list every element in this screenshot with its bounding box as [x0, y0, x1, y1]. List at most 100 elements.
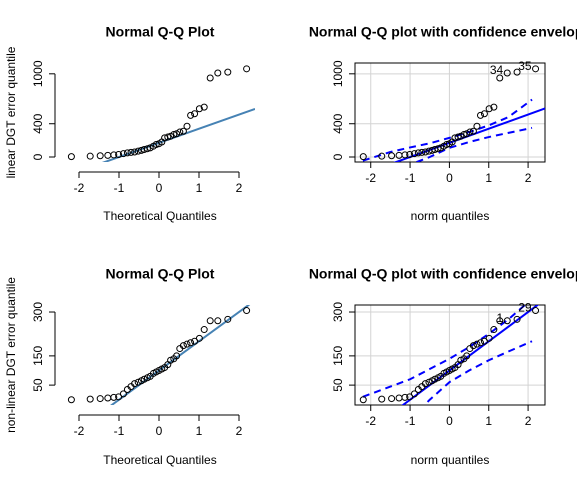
data-point — [473, 340, 481, 348]
data-point — [476, 339, 484, 347]
x-axis-label: norm quantiles — [411, 209, 490, 223]
panel-title: Normal Q-Q Plot — [106, 24, 215, 40]
envelope-upper — [362, 305, 527, 398]
x-tick-label: -1 — [405, 171, 416, 185]
data-point — [214, 69, 222, 77]
x-tick-label: -2 — [74, 424, 85, 438]
data-point — [476, 111, 484, 119]
data-point — [243, 65, 251, 73]
data-point — [359, 153, 367, 161]
plot-area — [101, 107, 255, 162]
y-tick-label: 50 — [31, 378, 45, 392]
reference-line — [110, 305, 251, 405]
plot-area — [362, 305, 540, 405]
x-tick-label: 2 — [236, 424, 243, 438]
x-tick-label: 1 — [485, 171, 492, 185]
x-tick-label: -2 — [74, 181, 85, 195]
x-axis-label: Theoretical Quantiles — [103, 453, 216, 467]
y-tick-label: 150 — [331, 346, 345, 366]
data-point — [490, 326, 498, 334]
x-tick-label: 0 — [156, 424, 163, 438]
point-label: 35 — [518, 59, 532, 73]
data-point — [67, 396, 75, 404]
data-point — [401, 151, 409, 159]
data-point — [513, 68, 521, 76]
data-point — [187, 339, 195, 347]
data-point — [496, 74, 504, 82]
data-point — [191, 110, 199, 118]
panel: Normal Q-Q Plot Theoretical Quantiles line… — [4, 24, 255, 223]
data-point — [463, 352, 471, 360]
y-tick-label: 1000 — [331, 60, 345, 87]
y-tick-label: 400 — [331, 113, 345, 133]
data-point — [485, 105, 493, 113]
panel-title: Normal Q-Q plot with confidence envelope — [309, 266, 577, 282]
envelope-lower — [413, 126, 533, 162]
point-label: 34 — [490, 63, 504, 77]
y-axis-label: non-linear DGT error quantile — [4, 277, 18, 433]
data-point — [469, 127, 477, 135]
data-point — [224, 315, 232, 323]
x-tick-label: 0 — [156, 181, 163, 195]
data-point — [183, 122, 191, 130]
data-point — [485, 334, 493, 342]
data-point — [421, 148, 429, 156]
data-point — [513, 315, 521, 323]
x-axis-label: Theoretical Quantiles — [103, 209, 216, 223]
data-point — [119, 390, 127, 398]
data-point — [123, 149, 131, 157]
data-point — [243, 307, 251, 315]
panel: Normal Q-Q plot with confidence envelope… — [309, 24, 577, 223]
reference-line — [393, 107, 545, 162]
data-point — [388, 152, 396, 160]
data-point — [532, 307, 540, 315]
data-point — [110, 393, 118, 401]
data-point — [443, 141, 451, 149]
y-tick-label: 1000 — [31, 60, 45, 87]
data-point — [152, 141, 160, 149]
y-tick-label: 150 — [31, 346, 45, 366]
data-point — [395, 394, 403, 402]
x-tick-label: -1 — [114, 424, 125, 438]
data-point — [104, 394, 112, 402]
data-point — [200, 103, 208, 111]
point-label: 1 — [497, 311, 504, 325]
data-point — [167, 356, 175, 364]
y-tick-label: 400 — [31, 113, 45, 133]
x-tick-label: 2 — [525, 171, 532, 185]
data-point — [110, 151, 118, 159]
reference-line — [401, 305, 540, 405]
data-point — [131, 148, 139, 156]
data-point — [104, 151, 112, 159]
data-point — [410, 390, 418, 398]
x-tick-label: 1 — [485, 414, 492, 428]
data-point — [473, 122, 481, 130]
data-point — [434, 145, 442, 153]
data-point — [143, 145, 151, 153]
data-point — [503, 317, 511, 325]
x-tick-label: 1 — [196, 424, 203, 438]
x-axis-label: norm quantiles — [411, 453, 490, 467]
y-tick-label: 50 — [331, 378, 345, 392]
data-point — [359, 396, 367, 404]
data-point — [206, 317, 214, 325]
panel: Normal Q-Q Plot Theoretical Quantiles non-… — [4, 266, 251, 467]
data-point — [425, 378, 433, 386]
x-tick-label: 2 — [236, 181, 243, 195]
data-point — [480, 110, 488, 118]
x-tick-label: 0 — [446, 171, 453, 185]
data-point — [164, 133, 172, 141]
reference-line — [101, 107, 255, 162]
data-point — [460, 131, 468, 139]
y-axis-label: linear DGT error quantile — [4, 46, 18, 178]
point-label: 29 — [518, 301, 532, 315]
data-point — [96, 395, 104, 403]
data-point — [179, 342, 187, 350]
data-point — [206, 74, 214, 82]
plot-area — [362, 98, 545, 162]
data-point — [496, 317, 504, 325]
data-point — [140, 375, 148, 383]
data-point — [131, 380, 139, 388]
